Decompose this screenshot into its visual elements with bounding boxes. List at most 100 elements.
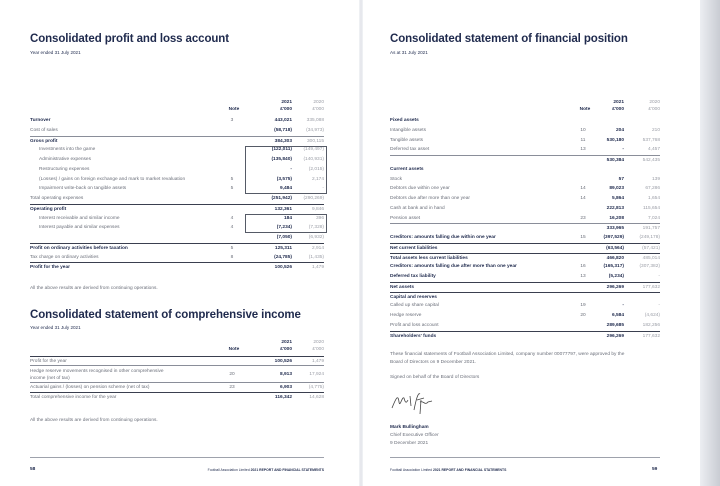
row-label: Net current liabilities: [390, 245, 438, 251]
table-row: Total assets less current liabilities 466…: [390, 252, 660, 263]
table-row: Shareholders' funds 296,269 177,632: [390, 330, 660, 341]
page-spine: [359, 0, 363, 486]
value-2020: 485,014: [642, 255, 660, 261]
value-2021: (7,234): [276, 225, 292, 231]
table-row: Stock 57 139: [390, 175, 660, 185]
row-label: Total assets less current liabilities: [390, 255, 468, 261]
value-2021: 125,311: [274, 245, 292, 251]
table-row: Net assets 296,269 177,632: [390, 281, 660, 292]
right-page: Consolidated statement of financial posi…: [363, 0, 700, 486]
footer-report: 2021 REPORT AND FINANCIAL STATEMENTS: [432, 468, 507, 472]
footer-rule: [390, 457, 660, 458]
table-row: Restructuring expenses - (2,015): [30, 165, 324, 175]
unit-2021-header: £'000: [280, 347, 292, 352]
page-number: 59: [652, 467, 658, 472]
table-row: Current assets: [390, 165, 660, 175]
value-2020: 1,479: [311, 358, 324, 364]
value-2020: (149,497): [303, 147, 324, 153]
value-2020: -: [658, 303, 660, 309]
row-note: 10: [580, 127, 586, 133]
value-2021: 384,303: [274, 138, 292, 144]
row-label: Administrative expenses: [39, 157, 91, 162]
year-2021-header: 2021: [281, 100, 292, 105]
pl-subtitle: Year ended 31 July 2021: [30, 50, 81, 55]
value-2021: 5,864: [611, 196, 624, 201]
year-2020-header: 2020: [313, 340, 324, 345]
signatory-role: Chief Executive Officer: [390, 433, 439, 438]
value-2020: 177,632: [642, 333, 660, 339]
value-2021: 89,023: [609, 186, 624, 192]
row-label: Tax charge on ordinary activities: [30, 254, 99, 260]
row-note: 20: [580, 313, 586, 318]
row-label: Pension asset: [390, 215, 421, 221]
value-2021: 333,965: [606, 226, 624, 232]
row-label: Profit on ordinary activities before tax…: [30, 245, 128, 251]
value-2020: 9,846: [311, 206, 324, 212]
table-row: (7,050) (6,932): [30, 233, 324, 243]
table-row: Investments into the game (122,011) (149,4…: [30, 145, 324, 155]
table-row: Impairment write-back on tangible assets…: [30, 184, 324, 194]
row-label: Shareholders' funds: [390, 333, 437, 339]
row-label: Creditors: amounts falling due within on…: [390, 235, 496, 240]
value-2020: (4,624): [644, 313, 660, 318]
table-row: Cost of sales (58,718) (34,973): [30, 126, 324, 136]
value-2020: (2,015): [308, 166, 324, 172]
page-number: 58: [30, 467, 36, 472]
value-2020: (249,178): [639, 235, 660, 240]
table-row: Profit for the year 100,526 1,479: [30, 262, 324, 272]
value-2020: 300,115: [307, 138, 324, 144]
table-row: 530,384 542,435: [390, 155, 660, 165]
table-row: Deferred tax liability 13 (5,234) -: [390, 272, 660, 282]
table-row: (Losses) / gains on foreign exchange and…: [30, 175, 324, 185]
row-label: Profit and loss account: [390, 322, 439, 328]
table-row: Tangible assets 11 530,180 537,768: [390, 136, 660, 146]
footer-report: 2021 REPORT AND FINANCIAL STATEMENTS: [250, 468, 324, 472]
footer-text: Football Association Limited 2021 REPORT…: [390, 468, 506, 472]
boxed-group: [245, 214, 327, 233]
row-label: Operating profit: [30, 206, 67, 212]
value-2021: 8,913: [279, 371, 292, 377]
note-header: Note: [579, 107, 591, 112]
value-2020: 139: [651, 176, 660, 182]
fp-title: Consolidated statement of financial posi…: [390, 33, 628, 45]
table-row: Turnover 3 443,021 335,088: [30, 116, 324, 126]
value-2020: 177,632: [642, 284, 660, 290]
row-label: Gross profit: [30, 138, 58, 144]
value-2021: 296,269: [606, 333, 624, 339]
row-label: Current assets: [390, 166, 424, 172]
row-note: 13: [580, 147, 586, 153]
table-row: Profit for the year 100,526 1,479: [30, 355, 324, 366]
row-note: 16: [580, 264, 586, 270]
row-label: Debtors due within one year: [390, 186, 450, 192]
table-row: Fixed assets: [390, 116, 660, 126]
row-note: 4: [230, 215, 234, 221]
table-row: Deferred tax asset 13 - 4,457: [390, 145, 660, 155]
signed-text: Signed on behalf of the Board of Directo…: [390, 375, 480, 380]
note-header: Note: [228, 107, 240, 112]
unit-2020-header: £'000: [312, 107, 324, 112]
value-2021: 530,180: [606, 137, 624, 143]
row-label: Impairment write-back on tangible assets: [39, 186, 127, 192]
row-label: Total operating expenses: [30, 196, 84, 201]
table-row: Administrative expenses (135,840) (140,931…: [30, 155, 324, 165]
page-edge: [700, 0, 720, 486]
row-label: Interest payable and similar expenses: [39, 225, 120, 231]
row-note: 14: [580, 186, 586, 192]
row-label: Turnover: [30, 118, 51, 123]
value-2020: 191,757: [642, 226, 660, 232]
row-label: Actuarial gains / (losses) on pension sc…: [30, 385, 150, 391]
table-row: Cash at bank and in hand 222,813 115,654: [390, 204, 660, 214]
value-2021: (24,785): [274, 254, 292, 260]
ci-title: Consolidated statement of comprehensive …: [30, 309, 301, 321]
pl-footnote: All the above results are derived from c…: [30, 286, 158, 291]
row-note: 23: [580, 215, 586, 221]
boxed-group: [245, 145, 327, 194]
value-2020: 542,435: [642, 158, 660, 163]
value-2021: -: [290, 166, 292, 172]
value-2021: 100,526: [274, 358, 292, 364]
table-row: Creditors: amounts falling due after mor…: [390, 262, 660, 272]
table-row: Profit and loss account 289,685 182,256: [390, 321, 660, 331]
ci-subtitle: Year ended 31 July 2021: [30, 325, 81, 330]
value-2020: (57,421): [642, 245, 660, 251]
row-label: Deferred tax asset: [390, 147, 430, 153]
